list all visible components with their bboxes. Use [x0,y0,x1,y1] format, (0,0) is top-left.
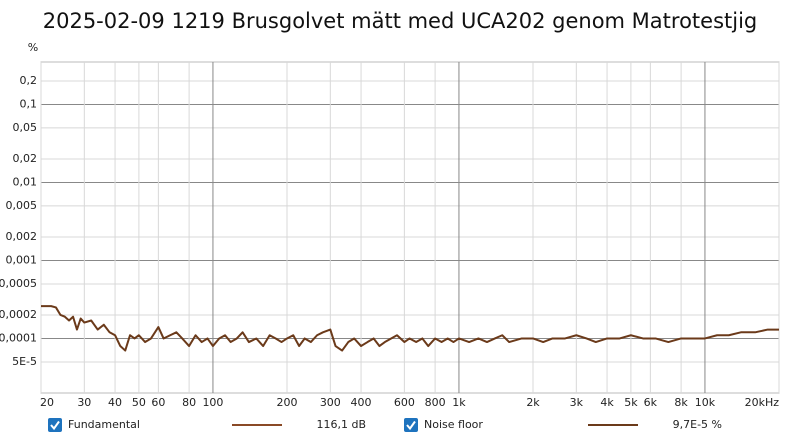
x-tick-label: 3k [570,396,584,409]
legend-readout: 9,7E-5 % [673,418,722,431]
x-tick-label: 10k [695,396,716,409]
x-tick-label: 30 [77,396,91,409]
legend-checkbox[interactable] [404,418,418,432]
legend-label: Fundamental [68,418,140,431]
y-tick-label: 0,002 [6,230,38,243]
x-tick-label: 20 [40,396,54,409]
legend-label: Noise floor [424,418,483,431]
chart-title: 2025-02-09 1219 Brusgolvet mätt med UCA2… [43,9,758,33]
y-tick-label: 0,005 [6,199,38,212]
y-axis-label: % [28,41,38,54]
x-tick-label: 20kHz [745,396,780,409]
x-tick-label: 1k [452,396,466,409]
x-tick-label: 600 [394,396,415,409]
y-tick-label: 0,0002 [0,308,37,321]
x-tick-label: 200 [277,396,298,409]
x-tick-label: 300 [320,396,341,409]
legend-check[interactable] [50,420,60,431]
y-tick-label: 5E-5 [12,355,37,368]
x-tick-label: 8k [674,396,688,409]
x-tick-label: 6k [644,396,658,409]
x-tick-label: 40 [108,396,122,409]
y-tick-label: 0,0005 [0,277,37,290]
y-tick-label: 0,02 [13,152,38,165]
x-tick-label: 800 [425,396,446,409]
y-tick-label: 0,001 [6,253,38,266]
x-tick-label: 100 [202,396,223,409]
y-tick-label: 0,1 [20,97,38,110]
legend-checkbox[interactable] [48,418,62,432]
x-tick-label: 60 [151,396,165,409]
y-tick-label: 0,01 [13,175,38,188]
y-tick-label: 0,05 [13,121,38,134]
y-tick-label: 0,2 [20,74,38,87]
x-tick-label: 5k [624,396,638,409]
plot-area [40,61,780,394]
x-tick-label: 2k [526,396,540,409]
y-tick-label: 0,0001 [0,331,37,344]
legend-readout: 116,1 dB [316,418,366,431]
x-tick-label: 80 [182,396,196,409]
x-tick-label: 4k [600,396,614,409]
legend-check[interactable] [406,420,416,431]
x-tick-label: 50 [132,396,146,409]
data-line [41,305,779,352]
x-tick-label: 400 [351,396,372,409]
